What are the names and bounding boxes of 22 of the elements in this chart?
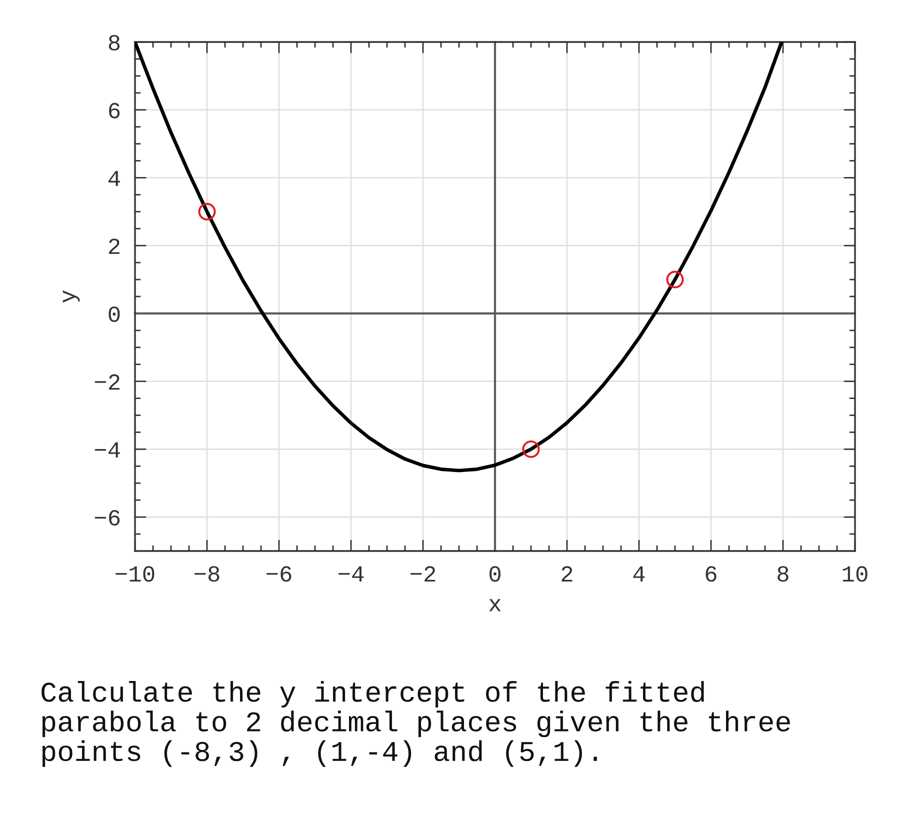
x-tick-label: −6 — [266, 566, 292, 582]
x-tick-label: 4 — [633, 566, 645, 582]
y-tick-label: 6 — [109, 102, 120, 118]
x-tick-label: 6 — [706, 566, 716, 582]
x-axis-title: x — [489, 599, 501, 612]
y-tick-label: −4 — [94, 442, 120, 458]
x-tick-label: 2 — [562, 566, 572, 582]
x-tick-label: 0 — [490, 566, 500, 582]
x-tick-label: −8 — [194, 566, 220, 582]
x-tick-label: −4 — [338, 566, 364, 582]
y-tick-label: −2 — [94, 374, 120, 390]
y-tick-label: −6 — [94, 510, 120, 526]
y-axis-title: y — [62, 290, 80, 303]
y-tick-label: 8 — [108, 34, 120, 51]
y-tick-label: 2 — [108, 238, 120, 254]
x-tick-label: 10 — [842, 566, 868, 582]
x-tick-label: −2 — [410, 566, 436, 582]
x-tick-label: −10 — [116, 566, 154, 582]
x-tick-label: 8 — [778, 566, 788, 582]
y-tick-label: 0 — [108, 306, 120, 322]
text: Calculate the y intercept of the fitted parabola to 2 decimal places given the three points (-8,3) , (1,-4) and (5,1). — [42, 681, 790, 767]
y-tick-label: 4 — [108, 170, 120, 186]
